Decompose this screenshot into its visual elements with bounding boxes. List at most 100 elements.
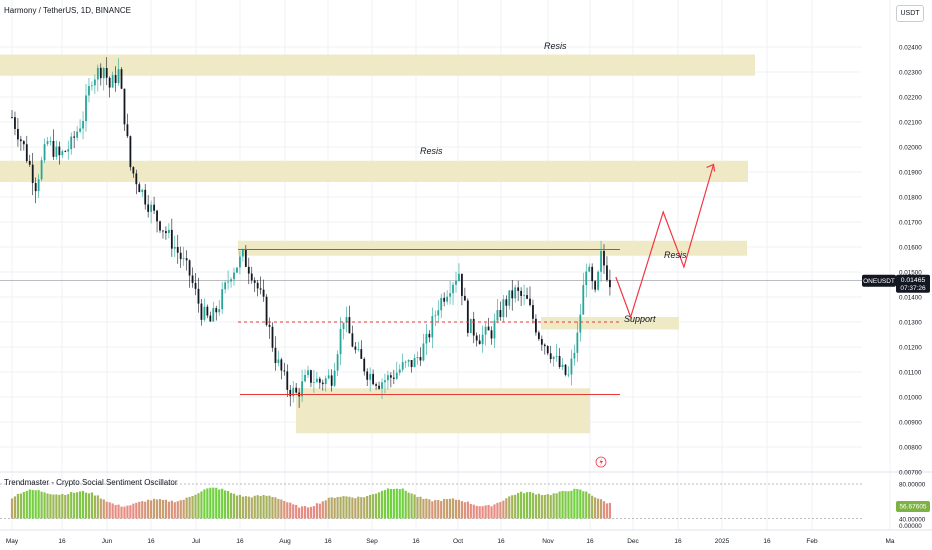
candle-body (221, 289, 224, 310)
candle-body (61, 151, 64, 156)
candle-body (351, 333, 354, 347)
candle-body (378, 385, 380, 389)
countdown-timer: 07:37:26 (900, 285, 926, 292)
oscillator-bar (345, 496, 348, 519)
oscillator-tick-label: 40.00000 (899, 517, 926, 524)
price-tick-label: 0.02000 (899, 145, 922, 152)
candle-body (552, 356, 555, 360)
candle-body (165, 231, 167, 234)
oscillator-bar (221, 488, 224, 519)
oscillator-bar (238, 494, 242, 519)
oscillator-bar (120, 506, 123, 519)
candle-body (241, 249, 244, 257)
candle-body (461, 273, 463, 296)
candle-body (600, 250, 602, 272)
oscillator-bar (576, 489, 579, 519)
price-tick-label: 0.01800 (899, 195, 922, 202)
last-price-tag: 0.01465 07:37:26 (896, 274, 930, 293)
oscillator-bar (315, 503, 318, 519)
candle-body (392, 377, 395, 379)
oscillator-bar (13, 496, 17, 519)
oscillator-bar (342, 496, 345, 519)
time-tick-label: 16 (412, 538, 420, 545)
candle-body (529, 298, 531, 306)
zones-layer (0, 54, 755, 434)
lightning-icon[interactable] (595, 456, 607, 468)
oscillator-bar (389, 488, 392, 519)
oscillator-bar (132, 503, 135, 519)
oscillator-bar (147, 499, 150, 519)
candle-body (253, 280, 256, 283)
candle-body (265, 296, 268, 325)
candle-body (76, 131, 79, 138)
candle-body (517, 287, 520, 291)
oscillator-bar (126, 505, 129, 519)
oscillator-bar (298, 507, 301, 519)
oscillator-bar (487, 504, 490, 519)
candle-body (570, 358, 573, 375)
oscillator-bar (25, 490, 28, 519)
oscillator-bar (309, 506, 313, 519)
candle-body (549, 353, 552, 360)
oscillator-bar (188, 496, 191, 519)
oscillator-bar (49, 494, 52, 519)
oscillator-bar (93, 495, 96, 519)
candle-body (108, 77, 111, 88)
price-tick-label: 0.02300 (899, 70, 922, 77)
candle-body (540, 339, 543, 345)
oscillator-bar (224, 490, 227, 519)
oscillator-bar (454, 499, 458, 519)
candle-body (398, 369, 401, 373)
oscillator-bar (16, 493, 20, 519)
oscillator-bar (505, 498, 508, 519)
oscillator-bar (460, 501, 464, 519)
oscillator-bar (19, 493, 22, 519)
oscillator-bar (570, 490, 573, 519)
oscillator-bar (499, 502, 502, 519)
candle-body (472, 318, 475, 336)
oscillator-bar (443, 498, 446, 519)
currency-button[interactable]: USDT (896, 5, 924, 22)
price-scale[interactable]: 0.02400 0.02300 0.02200 0.02100 0.02000 0.019… (899, 45, 922, 477)
candle-body (167, 229, 170, 234)
oscillator-bar (472, 504, 475, 519)
resis-label-low: Resis (664, 250, 687, 260)
candle-body (315, 378, 318, 383)
candle-body (579, 314, 582, 333)
oscillator-bar (451, 498, 455, 519)
candle-body (360, 349, 363, 359)
oscillator-bar (170, 500, 173, 519)
oscillator-bar (212, 487, 215, 519)
oscillator-bar (531, 492, 535, 519)
candle-body (606, 265, 608, 280)
time-tick-label: 2025 (715, 538, 730, 545)
oscillator-bar (73, 492, 76, 519)
candle-body (289, 389, 292, 397)
oscillator-bar (594, 497, 597, 519)
oscillator-bar (599, 499, 603, 519)
candle-body (437, 310, 440, 316)
candle-body (609, 279, 611, 288)
oscillator-bar (262, 494, 265, 519)
oscillator-bar (194, 494, 197, 519)
candle-body (262, 289, 265, 297)
candle-body (336, 354, 339, 371)
time-axis[interactable]: May 16 Jun 16 Jul 16 Aug 16 Sep 16 Oct 16 Nov 16 Dec 16… (6, 538, 895, 545)
oscillator-bar (543, 494, 546, 519)
projection-line (615, 164, 715, 319)
oscillator-bar (602, 501, 606, 519)
time-tick-label: Jun (102, 538, 113, 545)
oscillator-bar (360, 497, 363, 519)
oscillator-bar (117, 504, 120, 519)
oscillator-bar (582, 491, 585, 519)
oscillator-bar (330, 497, 333, 519)
oscillator-bar (339, 496, 342, 519)
oscillator-bar (306, 507, 310, 519)
candle-body (52, 140, 55, 157)
oscillator-bar (357, 496, 360, 519)
candle-body (173, 247, 176, 249)
candle-body (227, 281, 229, 283)
oscillator-bar (537, 493, 540, 519)
